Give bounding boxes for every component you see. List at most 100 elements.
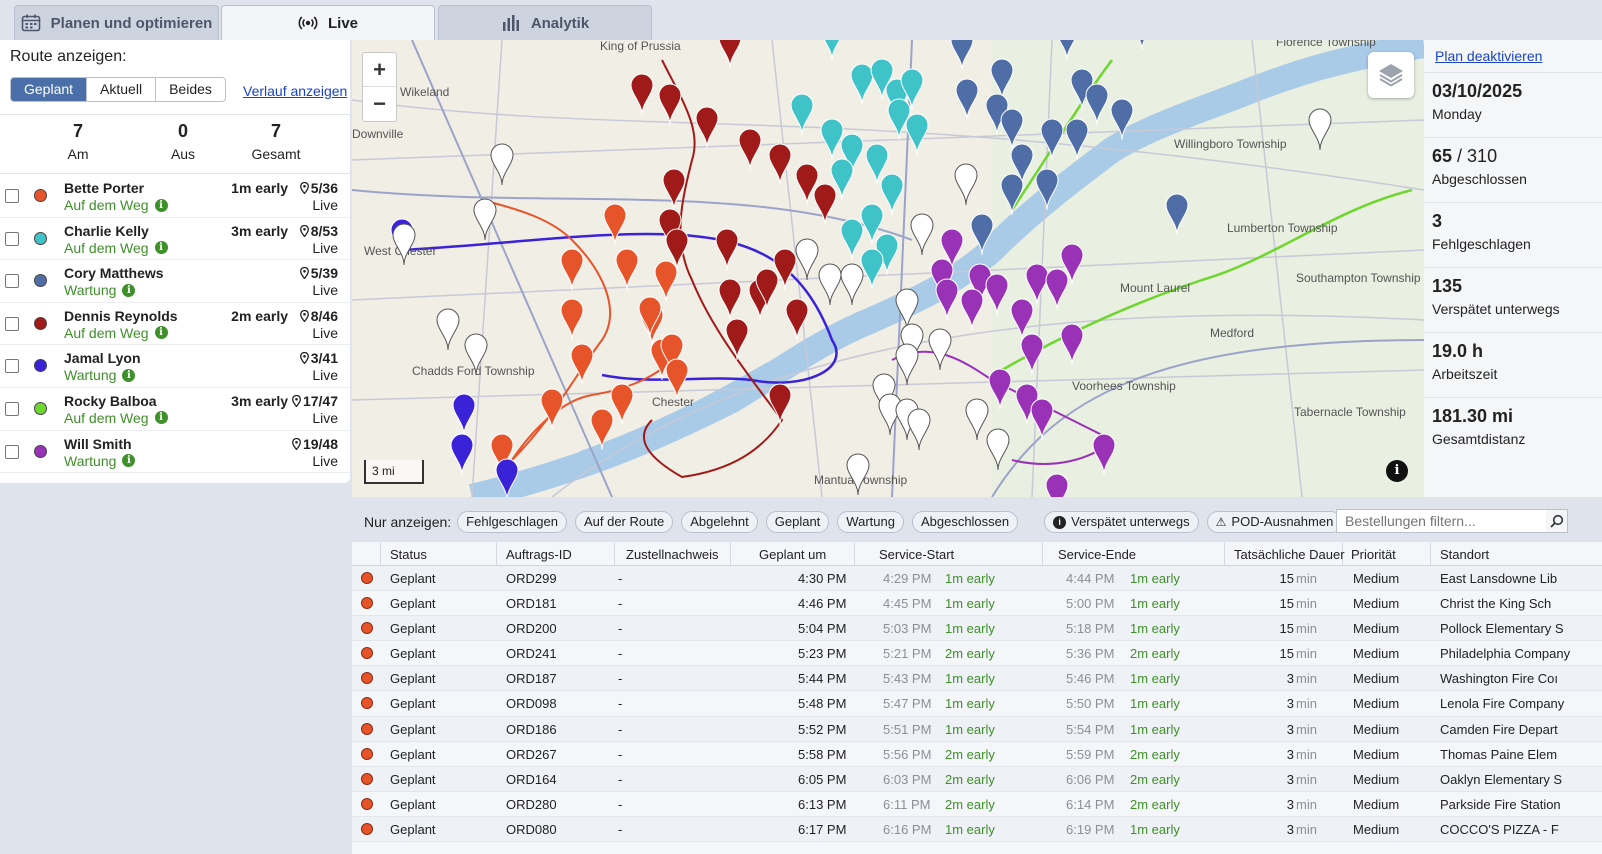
column-header[interactable]: Priorität — [1351, 547, 1396, 562]
map-stop-marker[interactable] — [656, 40, 678, 46]
map-stop-marker[interactable] — [846, 453, 870, 496]
zoom-in-button[interactable]: + — [363, 53, 396, 87]
map-stop-marker[interactable] — [865, 143, 889, 186]
driver-row[interactable]: Dennis Reynolds Auf dem Weg i 2m early 8/46 L… — [0, 303, 350, 346]
column-divider[interactable] — [730, 542, 731, 566]
map-stop-marker[interactable] — [860, 203, 884, 246]
map-stop-marker[interactable] — [970, 213, 994, 256]
info-icon[interactable]: i — [154, 198, 168, 212]
map-stop-marker[interactable] — [773, 248, 797, 291]
column-header[interactable]: Geplant um — [759, 547, 827, 562]
map-stop-marker[interactable] — [1110, 98, 1134, 141]
info-icon[interactable]: i — [122, 454, 136, 468]
map-info-icon[interactable]: i — [1386, 460, 1408, 482]
driver-checkbox[interactable] — [5, 316, 19, 331]
column-divider[interactable] — [614, 542, 615, 566]
map-stop-marker[interactable] — [695, 106, 719, 149]
map-stop-marker[interactable] — [1020, 333, 1044, 376]
column-divider[interactable] — [1224, 542, 1225, 566]
map-canvas[interactable]: Wikeland Downville King of Prussia West … — [352, 40, 1424, 497]
map-stop-marker[interactable] — [718, 278, 742, 321]
map-stop-marker[interactable] — [768, 143, 792, 186]
driver-checkbox[interactable] — [5, 401, 19, 416]
map-stop-marker[interactable] — [900, 68, 924, 111]
tab-live[interactable]: Live — [221, 5, 435, 40]
map-stop-marker[interactable] — [1010, 298, 1034, 341]
map-stop-marker[interactable] — [1010, 143, 1034, 186]
map-stop-marker[interactable] — [1000, 108, 1024, 151]
map-stop-marker[interactable] — [768, 383, 792, 426]
show-history-link[interactable]: Verlauf anzeigen — [243, 83, 348, 99]
map-stop-marker[interactable] — [1060, 243, 1084, 286]
map-stop-marker[interactable] — [1060, 323, 1084, 366]
map-stop-marker[interactable] — [715, 228, 739, 271]
map-stop-marker[interactable] — [654, 260, 678, 303]
chip-on-route[interactable]: Auf der Route — [574, 511, 674, 533]
map-stop-marker[interactable] — [452, 393, 476, 436]
map-stop-marker[interactable] — [738, 128, 762, 171]
map-stop-marker[interactable] — [638, 296, 662, 339]
map-stop-marker[interactable] — [830, 158, 854, 201]
column-divider[interactable] — [496, 542, 497, 566]
driver-checkbox[interactable] — [5, 359, 19, 374]
map-stop-marker[interactable] — [495, 458, 519, 497]
chip-maintenance[interactable]: Wartung — [837, 511, 904, 533]
table-row[interactable]: Geplant ORD186 - 5:52 PM 5:51 PM 1m early 5:54… — [352, 716, 1602, 742]
chip-failed[interactable]: Fehlgeschlagen — [457, 511, 567, 533]
map-stop-marker[interactable] — [603, 203, 627, 246]
map-stop-marker[interactable] — [818, 263, 842, 306]
chip-planned[interactable]: Geplant — [765, 511, 830, 533]
map-stop-marker[interactable] — [860, 248, 884, 291]
info-icon[interactable]: i — [154, 241, 168, 255]
map-stop-marker[interactable] — [955, 78, 979, 121]
map-stop-marker[interactable] — [820, 118, 844, 161]
map-stop-marker[interactable] — [450, 433, 474, 476]
layers-button[interactable] — [1368, 52, 1414, 98]
map-stop-marker[interactable] — [615, 248, 639, 291]
map-stop-marker[interactable] — [464, 333, 488, 376]
map-stop-marker[interactable] — [985, 273, 1009, 316]
column-header[interactable]: Auftrags-ID — [506, 547, 572, 562]
driver-row[interactable]: Charlie Kelly Auf dem Weg i 3m early 8/53 Liv… — [0, 218, 350, 261]
map-stop-marker[interactable] — [560, 298, 584, 341]
map-stop-marker[interactable] — [1065, 118, 1089, 161]
map-stop-marker[interactable] — [755, 268, 779, 311]
table-row[interactable]: Geplant ORD280 - 6:13 PM 6:11 PM 2m early 6:14… — [352, 792, 1602, 817]
map-stop-marker[interactable] — [490, 433, 514, 476]
table-row[interactable]: Geplant ORD267 - 5:58 PM 5:56 PM 2m early 5:59… — [352, 742, 1602, 767]
map-stop-marker[interactable] — [665, 228, 689, 271]
map-stop-marker[interactable] — [392, 223, 416, 266]
map-stop-marker[interactable] — [935, 278, 959, 321]
tab-analytics[interactable]: Analytik — [438, 5, 652, 40]
map-stop-marker[interactable] — [850, 63, 874, 106]
driver-checkbox[interactable] — [5, 231, 19, 246]
order-filter-input[interactable] — [1336, 509, 1548, 533]
map-stop-marker[interactable] — [660, 333, 684, 376]
column-header[interactable]: Service-Start — [879, 547, 955, 562]
map-stop-marker[interactable] — [790, 93, 814, 136]
map-stop-marker[interactable] — [1045, 268, 1069, 311]
column-header[interactable]: Status — [390, 547, 427, 562]
info-icon[interactable]: i — [154, 411, 168, 425]
table-row[interactable]: Geplant ORD080 - 6:17 PM 6:16 PM 1m early 6:19… — [352, 816, 1602, 843]
map-stop-marker[interactable] — [785, 298, 809, 341]
map-stop-marker[interactable] — [473, 198, 497, 241]
map-stop-marker[interactable] — [990, 58, 1014, 101]
map-stop-marker[interactable] — [718, 40, 742, 69]
map-stop-marker[interactable] — [1308, 108, 1332, 151]
map-stop-marker[interactable] — [954, 163, 978, 206]
column-header[interactable]: Tatsächliche Dauer — [1234, 547, 1345, 562]
map-stop-marker[interactable] — [950, 40, 974, 71]
map-stop-marker[interactable] — [436, 308, 460, 351]
column-header[interactable]: Standort — [1440, 547, 1490, 562]
chip-rejected[interactable]: Abgelehnt — [681, 511, 758, 533]
map-stop-marker[interactable] — [960, 288, 984, 331]
map-stop-marker[interactable] — [1092, 433, 1116, 476]
map-stop-marker[interactable] — [540, 388, 564, 431]
info-icon[interactable]: i — [122, 368, 136, 382]
map-stop-marker[interactable] — [590, 408, 614, 451]
driver-checkbox[interactable] — [5, 274, 19, 289]
map-stop-marker[interactable] — [560, 248, 584, 291]
map-stop-marker[interactable] — [665, 358, 689, 401]
column-divider[interactable] — [1430, 542, 1431, 566]
